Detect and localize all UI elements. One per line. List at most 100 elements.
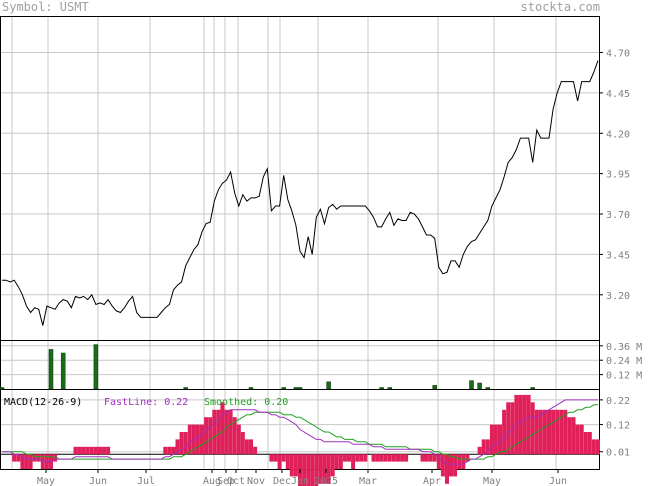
macd-histogram-bar [244, 439, 249, 455]
x-tick-label: Jan [291, 476, 309, 486]
macd-histogram-bar [579, 424, 584, 455]
macd-histogram-bar [204, 417, 209, 455]
macd-histogram-bar [436, 454, 441, 469]
macd-histogram-bar [391, 454, 396, 462]
macd-histogram-bar [506, 402, 511, 455]
x-tick-label: 2025 [314, 476, 338, 486]
y-tick-label: 3.20 [606, 291, 630, 302]
macd-histogram-bar [551, 409, 556, 455]
macd-histogram-bar [224, 409, 229, 455]
macd-histogram-bar [277, 454, 282, 469]
macd-histogram-bar [171, 446, 176, 455]
macd-histogram-bar [302, 454, 307, 486]
y-tick-label: 4.20 [606, 129, 630, 140]
macd-histogram-bar [432, 454, 437, 462]
macd-histogram-bar [334, 454, 339, 469]
macd-label: MACD(12-26-9) [4, 397, 82, 408]
macd-histogram-bar [187, 424, 192, 455]
macd-histogram-bar [465, 454, 470, 462]
macd-histogram-bar [379, 454, 384, 462]
macd-histogram-bar [575, 424, 580, 455]
y-tick-label: 0.01 [606, 448, 630, 459]
macd-histogram-bar [293, 454, 298, 477]
macd-histogram-bar [493, 424, 498, 455]
macd-histogram-bar [571, 417, 576, 455]
macd-histogram-bar [400, 454, 405, 462]
y-tick-label: 4.45 [606, 89, 630, 100]
volume-bar [379, 387, 384, 390]
macd-histogram-bar [53, 454, 58, 462]
macd-histogram-bar [424, 454, 429, 462]
volume-bar [387, 387, 393, 390]
volume-bar [60, 352, 66, 390]
macd-histogram-bar [481, 439, 486, 455]
volume-bar [183, 387, 188, 390]
y-tick-label: 0.22 [606, 396, 630, 407]
macd-histogram-bar [518, 394, 523, 455]
macd-histogram-bar [510, 402, 515, 455]
volume-bar [485, 387, 491, 390]
y-tick-label: 0.12 M [606, 371, 642, 382]
x-tick-label: Jul [137, 476, 155, 486]
macd-histogram-bar [387, 454, 392, 462]
macd-histogram-bar [526, 394, 531, 455]
macd-histogram-bar [342, 454, 347, 462]
macd-histogram-bar [285, 454, 290, 469]
x-tick-label: May [37, 476, 55, 486]
macd-histogram-bar [396, 454, 400, 462]
macd-histogram-bar [220, 402, 225, 455]
macd-histogram-bar [502, 409, 507, 455]
price-line [2, 60, 599, 326]
symbol-label: Symbol: USMT [2, 0, 89, 14]
macd-histogram-bar [563, 409, 568, 455]
macd-histogram-bar [440, 454, 445, 477]
fastline-line [2, 399, 598, 465]
macd-histogram-bar [89, 446, 94, 455]
x-tick-label: Dec [273, 476, 291, 486]
macd-histogram-bar [20, 454, 25, 469]
fastline-label: FastLine: 0.22 [104, 397, 188, 408]
macd-histogram-bar [73, 446, 78, 455]
macd-histogram-bar [24, 454, 29, 469]
y-tick-label: 3.70 [606, 210, 630, 221]
macd-histogram-bar [359, 454, 364, 462]
macd-histogram-bar [530, 402, 535, 455]
macd-histogram-bar [457, 454, 462, 469]
smoothed-line [2, 404, 598, 460]
macd-histogram-bar [163, 446, 168, 455]
macd-histogram-bar [179, 432, 184, 455]
x-tick-label: Apr [423, 476, 441, 486]
macd-histogram-bar [273, 454, 278, 462]
macd-histogram-bar [547, 409, 551, 455]
macd-histogram-bar [351, 454, 356, 469]
x-tick-label: May [483, 476, 501, 486]
macd-histogram-bar [289, 454, 294, 477]
x-tick-label: Oct [227, 476, 245, 486]
macd-histogram-bar [383, 454, 388, 462]
macd-histogram-bar [195, 424, 200, 455]
macd-histogram-bar [36, 454, 41, 462]
macd-histogram-bar [567, 417, 572, 455]
macd-histogram-bar [314, 454, 319, 486]
x-tick-label: Sep [217, 476, 235, 486]
macd-histogram-bar [489, 424, 494, 455]
x-tick-label: Jun [89, 476, 107, 486]
macd-histogram-bar [338, 454, 343, 469]
macd-histogram-bar [232, 417, 237, 455]
macd-histogram-bar [12, 454, 17, 462]
x-tick-label: Aug [203, 476, 221, 486]
macd-histogram-bar [591, 439, 596, 455]
macd-histogram-bar [363, 454, 368, 462]
macd-histogram-bar [212, 409, 217, 455]
macd-histogram-bar [587, 432, 592, 455]
macd-histogram-bar [32, 454, 37, 462]
site-name: stockta.com [520, 0, 600, 14]
macd-histogram-bar [106, 446, 111, 455]
volume-bar [0, 387, 5, 390]
x-tick-label: Mar [359, 476, 377, 486]
macd-histogram-bar [542, 409, 547, 455]
macd-histogram-bar [559, 409, 564, 455]
macd-histogram-bar [596, 439, 600, 455]
macd-histogram-bar [236, 424, 241, 455]
